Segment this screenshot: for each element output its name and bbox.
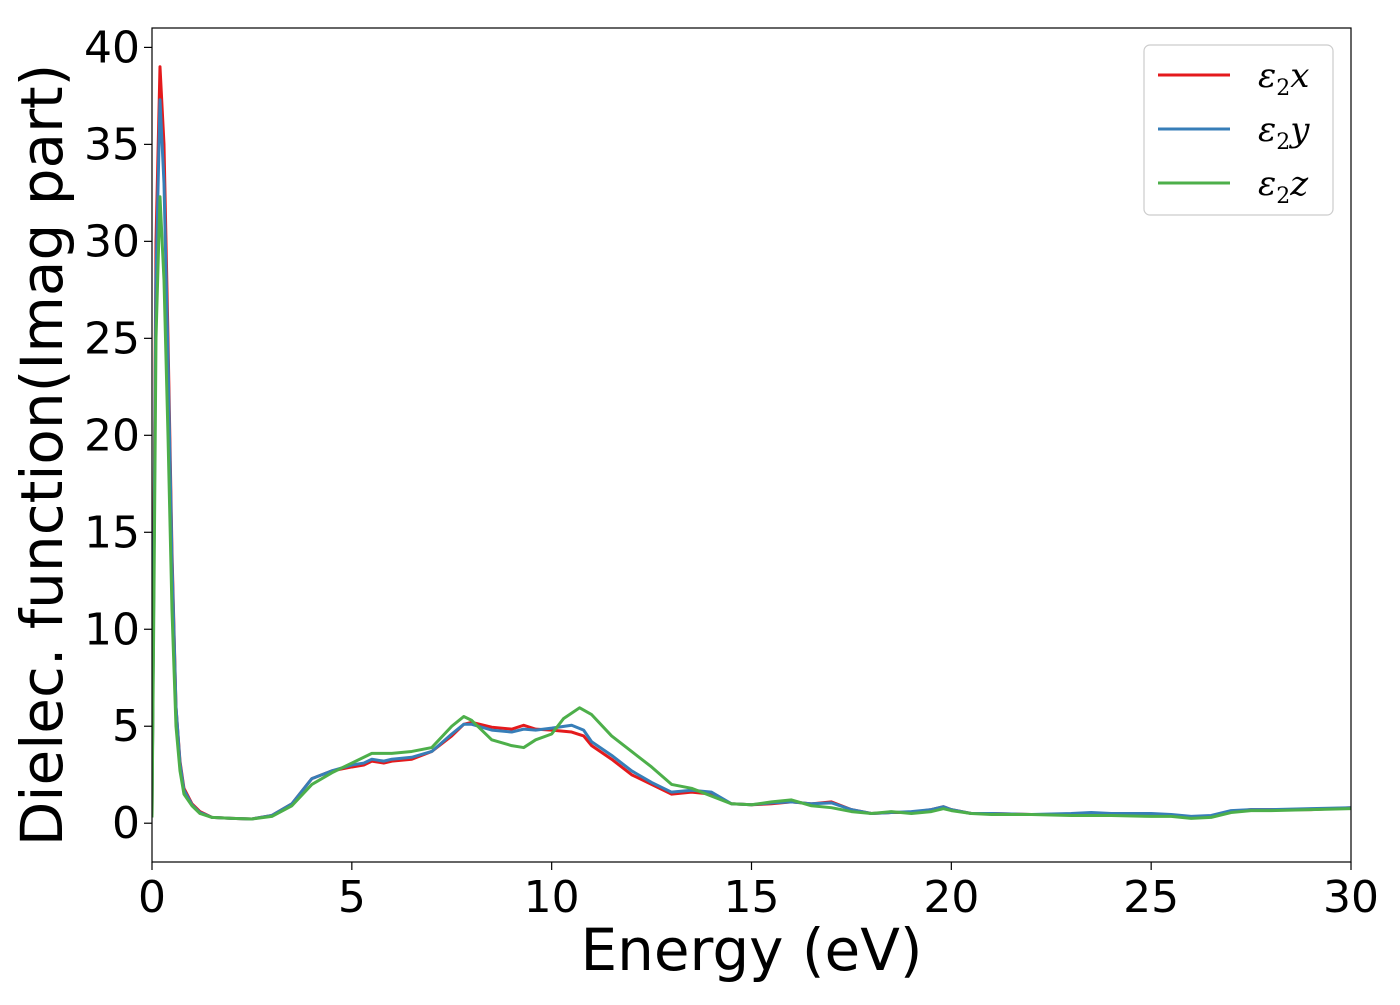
x-tick-label: 30 [1323,872,1379,923]
legend-entry-z: ε2z [1258,164,1309,209]
legend-entry-axis: z [1289,164,1309,204]
legend-entry-axis: x [1290,56,1309,96]
y-tick-label: 30 [84,216,140,267]
legend-entry-y: ε2y [1258,110,1310,155]
legend-entry-subscript: 2 [1276,130,1290,155]
x-tick-label: 5 [338,872,366,923]
y-tick-label: 15 [84,507,140,558]
y-tick-label: 5 [112,701,140,752]
y-axis-label: Dielec. function(Imag part) [8,64,76,847]
legend-entry-x: ε2x [1258,56,1309,101]
y-tick-label: 25 [84,313,140,364]
x-tick-label: 0 [138,872,166,923]
series-layer [152,65,1351,821]
y-tick-label: 35 [84,119,140,170]
x-tick-label: 15 [724,872,780,923]
x-tick-label: 20 [923,872,979,923]
legend-entry-axis: y [1288,110,1310,150]
legend-entry-subscript: 2 [1276,184,1290,209]
y-tick-label: 40 [84,22,140,73]
legend-entry-subscript: 2 [1276,76,1290,101]
x-tick-label: 25 [1123,872,1179,923]
legend-entry-symbol: ε [1258,164,1276,204]
x-axis-label: Energy (eV) [580,916,922,984]
x-tick-label: 10 [524,872,580,923]
legend-box [1143,44,1334,216]
y-tick-label: 0 [112,798,140,849]
y-tick-label: 20 [84,410,140,461]
x-axis: 0 5 10 15 20 25 30 [138,862,1379,923]
legend-entry-symbol: ε [1258,110,1276,150]
series-line-z [152,195,1351,821]
legend-entry-symbol: ε [1258,56,1276,96]
y-axis: 0 5 10 15 20 25 30 35 40 [84,22,152,849]
y-tick-label: 10 [84,604,140,655]
